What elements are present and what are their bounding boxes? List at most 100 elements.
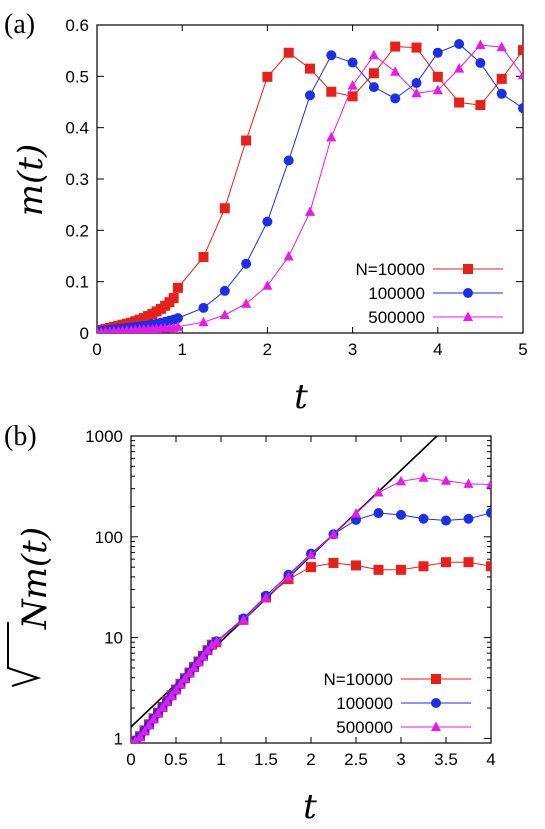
panel-a-series-0-line xyxy=(97,46,523,332)
panel-a-legend-marker xyxy=(463,288,473,298)
panel-a-series-2-point xyxy=(262,280,273,290)
panel-a-legend-label: 100000 xyxy=(368,284,425,303)
panel-b-series-2-point xyxy=(193,656,204,667)
panel-b-series-1-point xyxy=(486,507,491,518)
panel-b-series-2-point xyxy=(139,726,150,736)
panel-b-legend-marker xyxy=(431,698,441,708)
panel-b-series-2-point xyxy=(202,645,213,655)
panel-a-series-2-point xyxy=(241,298,252,308)
panel-b-series-layer xyxy=(131,436,491,743)
panel-b-xtick-label: 1.5 xyxy=(254,750,278,769)
panel-a-series-2-point xyxy=(496,41,507,52)
panel-a-series-0-point xyxy=(496,73,507,84)
panel-a-series-1-point xyxy=(518,103,523,114)
panel-a-ylabel: m(t) xyxy=(11,144,51,216)
panel-a-series-0-point xyxy=(219,203,230,214)
panel-a-series-0-point xyxy=(390,41,401,52)
panel-a-ytick-label: 0.6 xyxy=(65,16,89,35)
panel-b-series-0-point xyxy=(441,557,451,568)
panel-b-series-2-point xyxy=(351,508,361,518)
panel-b-series-2-point xyxy=(261,591,271,602)
panel-a-legend-label: 500000 xyxy=(368,308,425,327)
panel-b-series-2-point xyxy=(180,673,190,683)
panel-a-series-0-point xyxy=(198,252,209,263)
panel-b-series-2-point xyxy=(135,731,145,742)
panel-a-series-2-point xyxy=(305,206,315,216)
panel-b-series-0-point xyxy=(418,561,429,572)
panel-a-legend-marker xyxy=(463,311,473,321)
panel-a-series-layer xyxy=(97,38,523,333)
panel-b-series-2-point xyxy=(131,735,140,743)
panel-a-series-2-point xyxy=(219,309,230,320)
panel-b-xtick-label: 4 xyxy=(486,750,495,769)
panel-a-series-1-point xyxy=(496,88,507,99)
panel-a-series-1-point xyxy=(475,57,486,68)
panel-a-series-1-point xyxy=(241,258,252,269)
panel-b-series-2-point xyxy=(328,529,339,539)
panel-b-ytick-label: 10 xyxy=(104,629,123,648)
panel-b-series-0-point xyxy=(463,557,474,568)
panel-a-xtick-label: 3 xyxy=(348,340,357,359)
panel-b-xtick-label: 3 xyxy=(396,750,405,769)
panel-b-series-1-point xyxy=(396,509,406,520)
panel-b-xlabel: t xyxy=(303,787,317,827)
panel-b-series-2-point xyxy=(175,678,186,689)
panel-a-series-2-point xyxy=(283,251,294,261)
panel-a-series-0-point xyxy=(454,97,465,108)
panel-a-xtick-label: 4 xyxy=(433,340,442,359)
panel-a-series-0-point xyxy=(347,91,358,102)
panel-a-series-1-point xyxy=(368,82,379,93)
panel-a-series-0-point xyxy=(305,63,315,74)
panel-a-ytick-label: 0.2 xyxy=(65,221,89,240)
panel-a-ytick-label: 0.4 xyxy=(65,119,89,138)
panel-a-ytick-label: 0 xyxy=(80,324,89,343)
panel-a-xlabel: t xyxy=(294,377,308,417)
panel-a-series-0-point xyxy=(411,42,422,53)
panel-b-series-2-point xyxy=(166,690,177,700)
panel-a-legend-marker xyxy=(463,264,473,274)
panel-a-series-0-point xyxy=(368,68,379,79)
panel-b-series-2-point xyxy=(463,478,474,488)
panel-a-series-0-point xyxy=(241,135,252,146)
panel-b-ytick-label: 1 xyxy=(114,729,123,748)
panel-b-ylabel-group: Nm(t) xyxy=(7,527,55,687)
panel-a-ytick-label: 0.3 xyxy=(65,170,89,189)
panel-a-series-0-point xyxy=(262,71,273,82)
panel-b-ytick-label: 100 xyxy=(95,528,123,547)
panel-b-series-2-point xyxy=(157,702,168,712)
panel-b-legend-marker xyxy=(431,674,441,684)
panel-b-xtick-label: 0.5 xyxy=(164,750,188,769)
panel-b-series-2-point xyxy=(153,707,163,718)
panel-b-plot-area: 0 0.5 1 1.5 2 2.5 3 3.5 4 1 10 100 1000 N=10000 100000… xyxy=(85,427,496,769)
panel-b-series-1-point xyxy=(463,513,474,524)
panel-b-series-1-point xyxy=(373,508,384,519)
panel-a-ytick-label: 0.1 xyxy=(65,273,89,292)
panel-b-series-1-point xyxy=(418,513,429,524)
panel-a-series-2-point xyxy=(347,80,358,90)
panel-b-series-2-point xyxy=(418,472,429,482)
panel-a-series-2-point xyxy=(518,69,523,80)
panel-a-series-2-point xyxy=(368,49,379,60)
panel-a-series-2-point xyxy=(432,84,443,95)
panel-b-ylabel-expression: Nm(t) xyxy=(15,527,55,630)
panel-b-series-0-point xyxy=(373,564,384,575)
panel-b-series-0-point xyxy=(306,562,316,573)
panel-b-xtick-label: 2 xyxy=(306,750,315,769)
panel-a-series-0-point xyxy=(168,293,179,304)
panel-b-series-2-point xyxy=(396,475,406,486)
panel-a-series-2-point xyxy=(475,39,486,50)
panel-a-series-1-line xyxy=(97,43,523,332)
panel-b-series-0-point xyxy=(486,561,491,572)
panel-b-series-1-point xyxy=(441,515,451,526)
panel-b-series-1-line xyxy=(131,512,491,743)
panel-b-series-2-point xyxy=(148,713,159,724)
panel-a: (a) t m(t) 0 1 2 3 4 5 0 0.1 0.2 0.3 0.4 0.5 0.6 N=10… xyxy=(4,9,528,417)
panel-a-series-1-point xyxy=(326,50,337,61)
panel-b-series-2-point xyxy=(211,636,222,646)
panel-a-xtick-label: 5 xyxy=(518,340,527,359)
panel-b-legend-label: N=10000 xyxy=(324,670,393,689)
panel-a-xtick-label: 2 xyxy=(263,340,272,359)
panel-a-series-1-point xyxy=(172,313,183,324)
panel-b-series-2-point xyxy=(162,696,172,706)
panel-a-series-2-point xyxy=(390,66,401,76)
